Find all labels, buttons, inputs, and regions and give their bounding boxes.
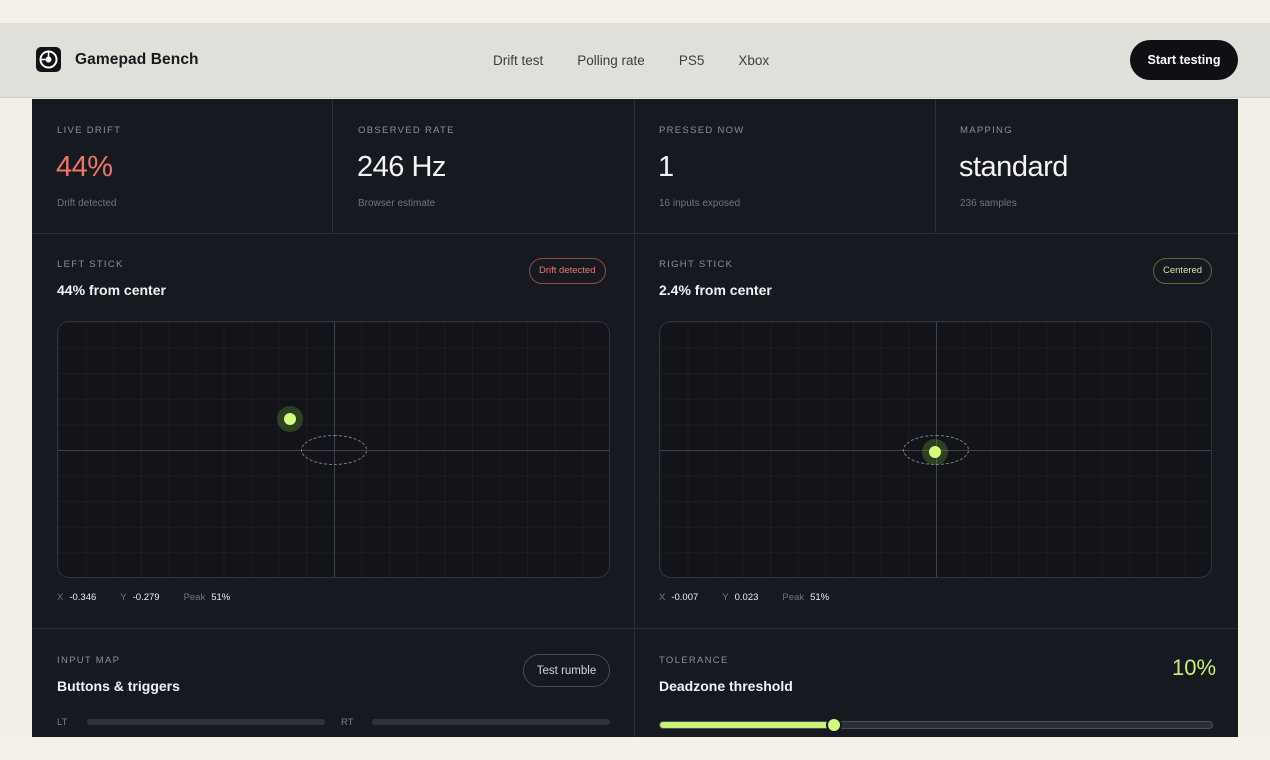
tolerance-title: Deadzone threshold: [659, 678, 793, 694]
x-value: -0.346: [69, 592, 97, 603]
stat-label: MAPPING: [960, 125, 1013, 136]
gamepad-logo-icon: [36, 47, 61, 72]
centered-badge: Centered: [1153, 258, 1213, 284]
divider: [32, 233, 1238, 234]
peak-value: 51%: [211, 592, 231, 603]
stat-label: OBSERVED RATE: [358, 125, 455, 136]
divider: [32, 628, 1238, 629]
stat-sub: Browser estimate: [358, 198, 436, 209]
stat-value: 1: [658, 151, 674, 183]
divider: [935, 99, 936, 233]
drift-detected-badge: Drift detected: [529, 258, 606, 284]
tolerance-label: TOLERANCE: [659, 655, 729, 666]
peak-key: Peak: [782, 592, 805, 603]
divider: [634, 99, 635, 737]
slider-thumb[interactable]: [825, 717, 842, 733]
input-map-title: Buttons & triggers: [57, 678, 180, 694]
left-stick-title: 44% from center: [57, 282, 166, 298]
left-stick-label: LEFT STICK: [57, 259, 124, 270]
stat-pressed-now: PRESSED NOW 1 16 inputs exposed: [634, 99, 935, 233]
right-stick-position-dot: [921, 439, 948, 466]
stat-label: PRESSED NOW: [659, 125, 745, 136]
top-strip: [0, 0, 1270, 23]
stat-sub: 236 samples: [960, 198, 1017, 209]
x-value: -0.007: [671, 592, 699, 603]
stat-value: standard: [959, 151, 1068, 183]
brand-name: Gamepad Bench: [75, 50, 199, 68]
dashboard: LIVE DRIFT 44% Drift detected OBSERVED R…: [32, 99, 1238, 737]
stat-sub: Drift detected: [57, 198, 117, 209]
y-value: -0.279: [132, 592, 160, 603]
y-key: Y: [120, 592, 127, 603]
top-header: Gamepad Bench Drift test Polling rate PS…: [0, 23, 1270, 98]
peak-key: Peak: [183, 592, 206, 603]
lt-trigger-bar: [87, 719, 325, 725]
rt-trigger-bar: [372, 719, 610, 725]
main-nav: Drift test Polling rate PS5 Xbox: [493, 53, 769, 68]
x-key: X: [659, 592, 666, 603]
lt-label: LT: [57, 717, 68, 728]
right-stick-readout: X -0.007 Y 0.023 Peak 51%: [659, 592, 829, 603]
left-stick-plot: [57, 321, 610, 578]
deadzone-ellipse: [902, 434, 969, 465]
stat-mapping: MAPPING standard 236 samples: [935, 99, 1238, 233]
stat-value: 246 Hz: [357, 151, 446, 183]
x-key: X: [57, 592, 64, 603]
nav-ps5[interactable]: PS5: [678, 53, 705, 68]
left-stick-readout: X -0.346 Y -0.279 Peak 51%: [57, 592, 230, 603]
stat-value: 44%: [56, 151, 113, 183]
right-stick-title: 2.4% from center: [659, 282, 772, 298]
input-map-label: INPUT MAP: [57, 655, 121, 666]
divider: [332, 99, 333, 233]
stat-sub: 16 inputs exposed: [659, 198, 741, 209]
slider-fill: [660, 722, 834, 728]
tolerance-value: 10%: [1172, 655, 1217, 680]
right-stick-plot: [659, 321, 1212, 578]
nav-polling-rate[interactable]: Polling rate: [577, 53, 645, 68]
nav-drift-test[interactable]: Drift test: [493, 53, 544, 68]
peak-value: 51%: [810, 592, 830, 603]
start-testing-button[interactable]: Start testing: [1130, 40, 1238, 80]
deadzone-ellipse: [300, 434, 367, 465]
y-key: Y: [722, 592, 729, 603]
deadzone-slider[interactable]: [659, 717, 1213, 733]
stat-label: LIVE DRIFT: [57, 125, 122, 136]
brand[interactable]: Gamepad Bench: [36, 47, 199, 72]
bottom-strip: [0, 737, 1270, 760]
left-stick-position-dot: [277, 405, 304, 432]
rt-label: RT: [341, 717, 354, 728]
test-rumble-button[interactable]: Test rumble: [523, 654, 610, 687]
right-stick-label: RIGHT STICK: [659, 259, 734, 270]
nav-xbox[interactable]: Xbox: [738, 53, 770, 68]
y-value: 0.023: [734, 592, 759, 603]
stat-live-drift: LIVE DRIFT 44% Drift detected: [32, 99, 332, 233]
stat-observed-rate: OBSERVED RATE 246 Hz Browser estimate: [333, 99, 634, 233]
